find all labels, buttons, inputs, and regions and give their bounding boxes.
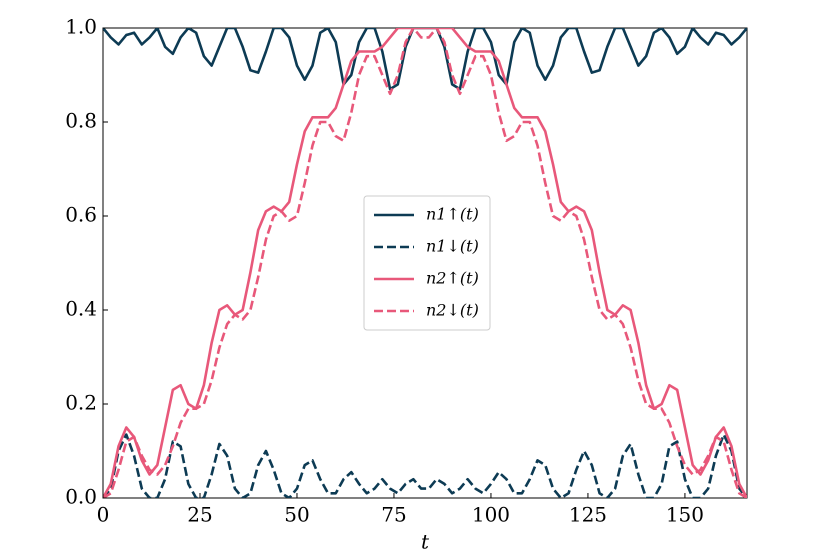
y-tick-label: 0.4	[65, 297, 97, 321]
legend: n1↑(t) n1↓(t) n2↑(t) n2↓(t)	[363, 195, 491, 331]
x-tick-label: 150	[666, 503, 704, 527]
y-tick-label: 0.6	[65, 203, 97, 227]
y-tick-label: 0.0	[65, 485, 97, 509]
x-tick-label: 75	[381, 503, 406, 527]
legend-label: n1↑(t)	[426, 205, 479, 224]
series-line	[103, 28, 747, 498]
y-tick-label: 0.8	[65, 109, 97, 133]
x-tick-label: 0	[97, 503, 110, 527]
x-tick-label: 50	[284, 503, 309, 527]
x-axis-label: t	[421, 530, 430, 554]
legend-box	[363, 195, 491, 331]
legend-label: n1↓(t)	[426, 237, 479, 256]
legend-label: n2↓(t)	[426, 301, 479, 320]
x-tick-label: 125	[569, 503, 607, 527]
y-tick-label: 1.0	[65, 15, 97, 39]
series-line	[103, 28, 747, 91]
y-tick-label: 0.2	[65, 391, 97, 415]
x-tick-label: 100	[472, 503, 510, 527]
lines	[103, 28, 747, 498]
legend-label: n2↑(t)	[426, 269, 479, 288]
series-line	[103, 28, 747, 498]
series-line	[103, 433, 747, 498]
x-tick-label: 25	[187, 503, 212, 527]
